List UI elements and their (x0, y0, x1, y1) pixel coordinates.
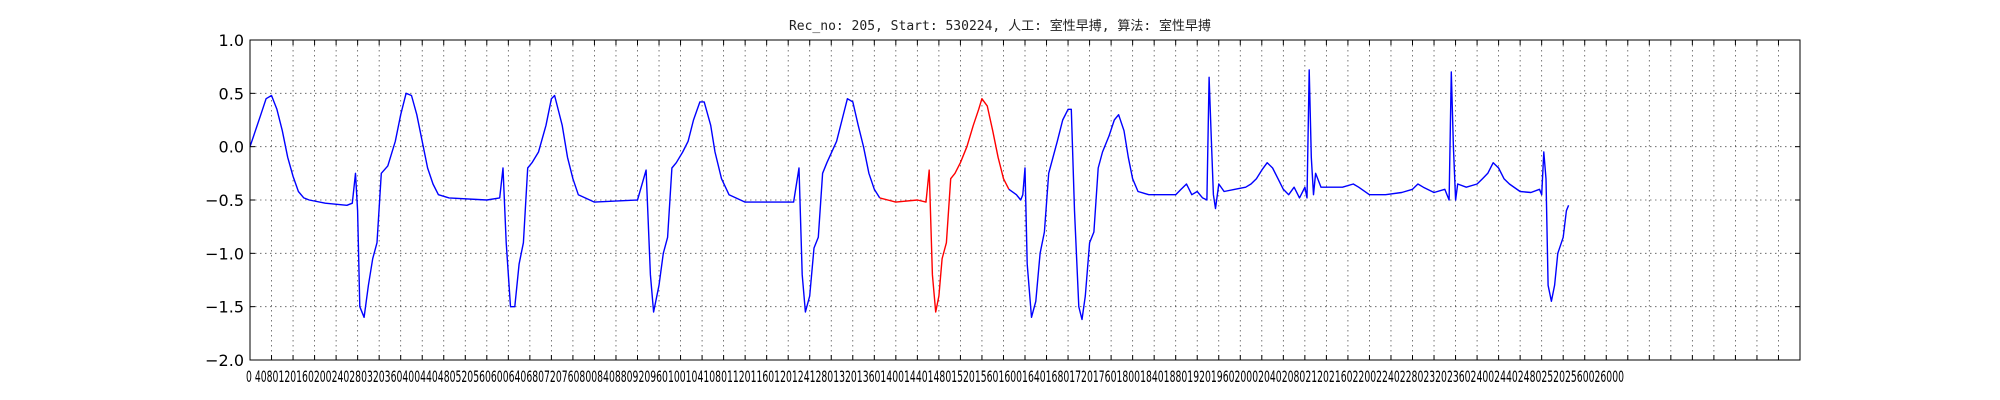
grid (250, 40, 1800, 360)
y-tick-label: 0.5 (219, 84, 244, 103)
y-tick-label: 0.0 (219, 138, 244, 157)
x-axis-ticks (249, 40, 1801, 360)
ecg-series-line-1 (249, 92, 881, 318)
ecg-series-line-3 (1008, 69, 1570, 321)
y-tick-label: −1.0 (205, 244, 244, 263)
ecg-series-line-2 (879, 98, 1010, 313)
chart-title: Rec_no: 205, Start: 530224, 人工: 室性早搏, 算法… (789, 18, 1211, 34)
x-tick-labels: 0 40801201602002402803203604004404805205… (246, 367, 1624, 386)
y-tick-label: −0.5 (205, 191, 244, 210)
y-axis-ticks: 1.0 0.5 0.0 −0.5 −1.0 −1.5 −2.0 (205, 31, 1800, 370)
y-tick-label: −2.0 (205, 351, 244, 370)
series-group (249, 69, 1570, 321)
y-tick-label: 1.0 (219, 31, 244, 50)
y-tick-label: −1.5 (205, 298, 244, 317)
